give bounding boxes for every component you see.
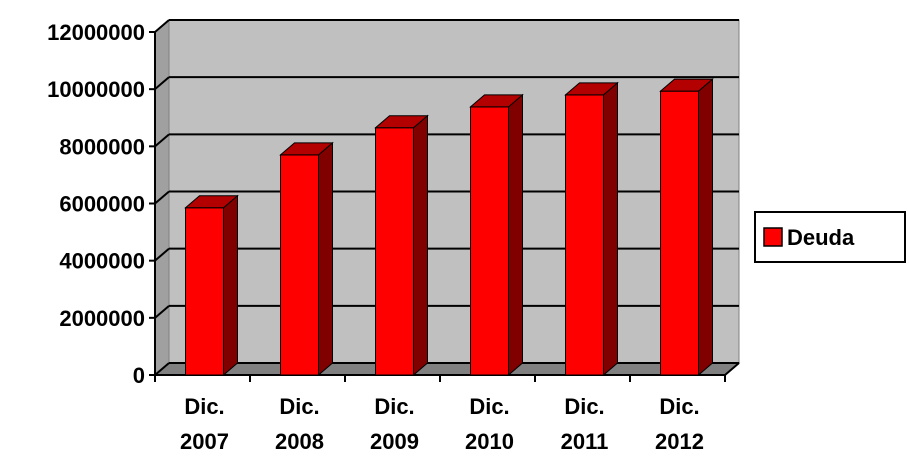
bar-side (413, 114, 428, 377)
y-tick-label: 8000000 (59, 134, 145, 159)
bar-top (279, 142, 334, 156)
gridline-side (154, 305, 170, 319)
x-tick-label: Dic. (184, 394, 224, 419)
bar-top (469, 94, 524, 108)
bar-side (223, 194, 238, 377)
x-tick-label: Dic. (564, 394, 604, 419)
x-tick-label: Dic. (469, 394, 509, 419)
bar-side (698, 78, 713, 377)
y-tick-label: 12000000 (47, 20, 145, 45)
y-tick-label: 0 (133, 363, 145, 388)
bar (185, 207, 224, 376)
y-tick-label: 4000000 (59, 249, 145, 274)
bar-top (374, 115, 429, 129)
y-tick-label: 6000000 (59, 192, 145, 217)
bar (565, 94, 604, 376)
x-tick-label: 2012 (655, 429, 704, 454)
x-tick-label: 2011 (561, 429, 609, 454)
bar (280, 154, 319, 376)
bar (660, 90, 699, 376)
x-axis-depth (724, 362, 740, 376)
bar-side (603, 81, 618, 377)
gridline-side (154, 190, 170, 205)
bar (470, 106, 509, 376)
bar-side (508, 93, 523, 377)
x-tick-label: Dic. (279, 394, 319, 419)
x-tick-label: Dic. (374, 394, 414, 419)
x-tick-label: 2009 (370, 429, 419, 454)
gridline-side (154, 133, 170, 148)
x-tick-label: 2010 (465, 429, 514, 454)
y-tick-label: 10000000 (47, 77, 145, 102)
x-tick-label: 2008 (275, 429, 324, 454)
bar-side (318, 141, 333, 377)
gridline-side (154, 247, 170, 262)
legend-label: Deuda (787, 225, 855, 250)
gridline-side (154, 76, 170, 90)
x-tick-label: Dic. (659, 394, 699, 419)
bar-top (184, 195, 239, 209)
legend-swatch (763, 227, 783, 247)
bar-top (564, 82, 619, 96)
bar-top (659, 78, 714, 92)
bar (375, 127, 414, 376)
x-tick-label: 2007 (180, 429, 229, 454)
y-tick-label: 2000000 (59, 306, 145, 331)
gridline-side (154, 19, 170, 33)
floor (153, 362, 741, 376)
gridline-side (154, 362, 170, 376)
